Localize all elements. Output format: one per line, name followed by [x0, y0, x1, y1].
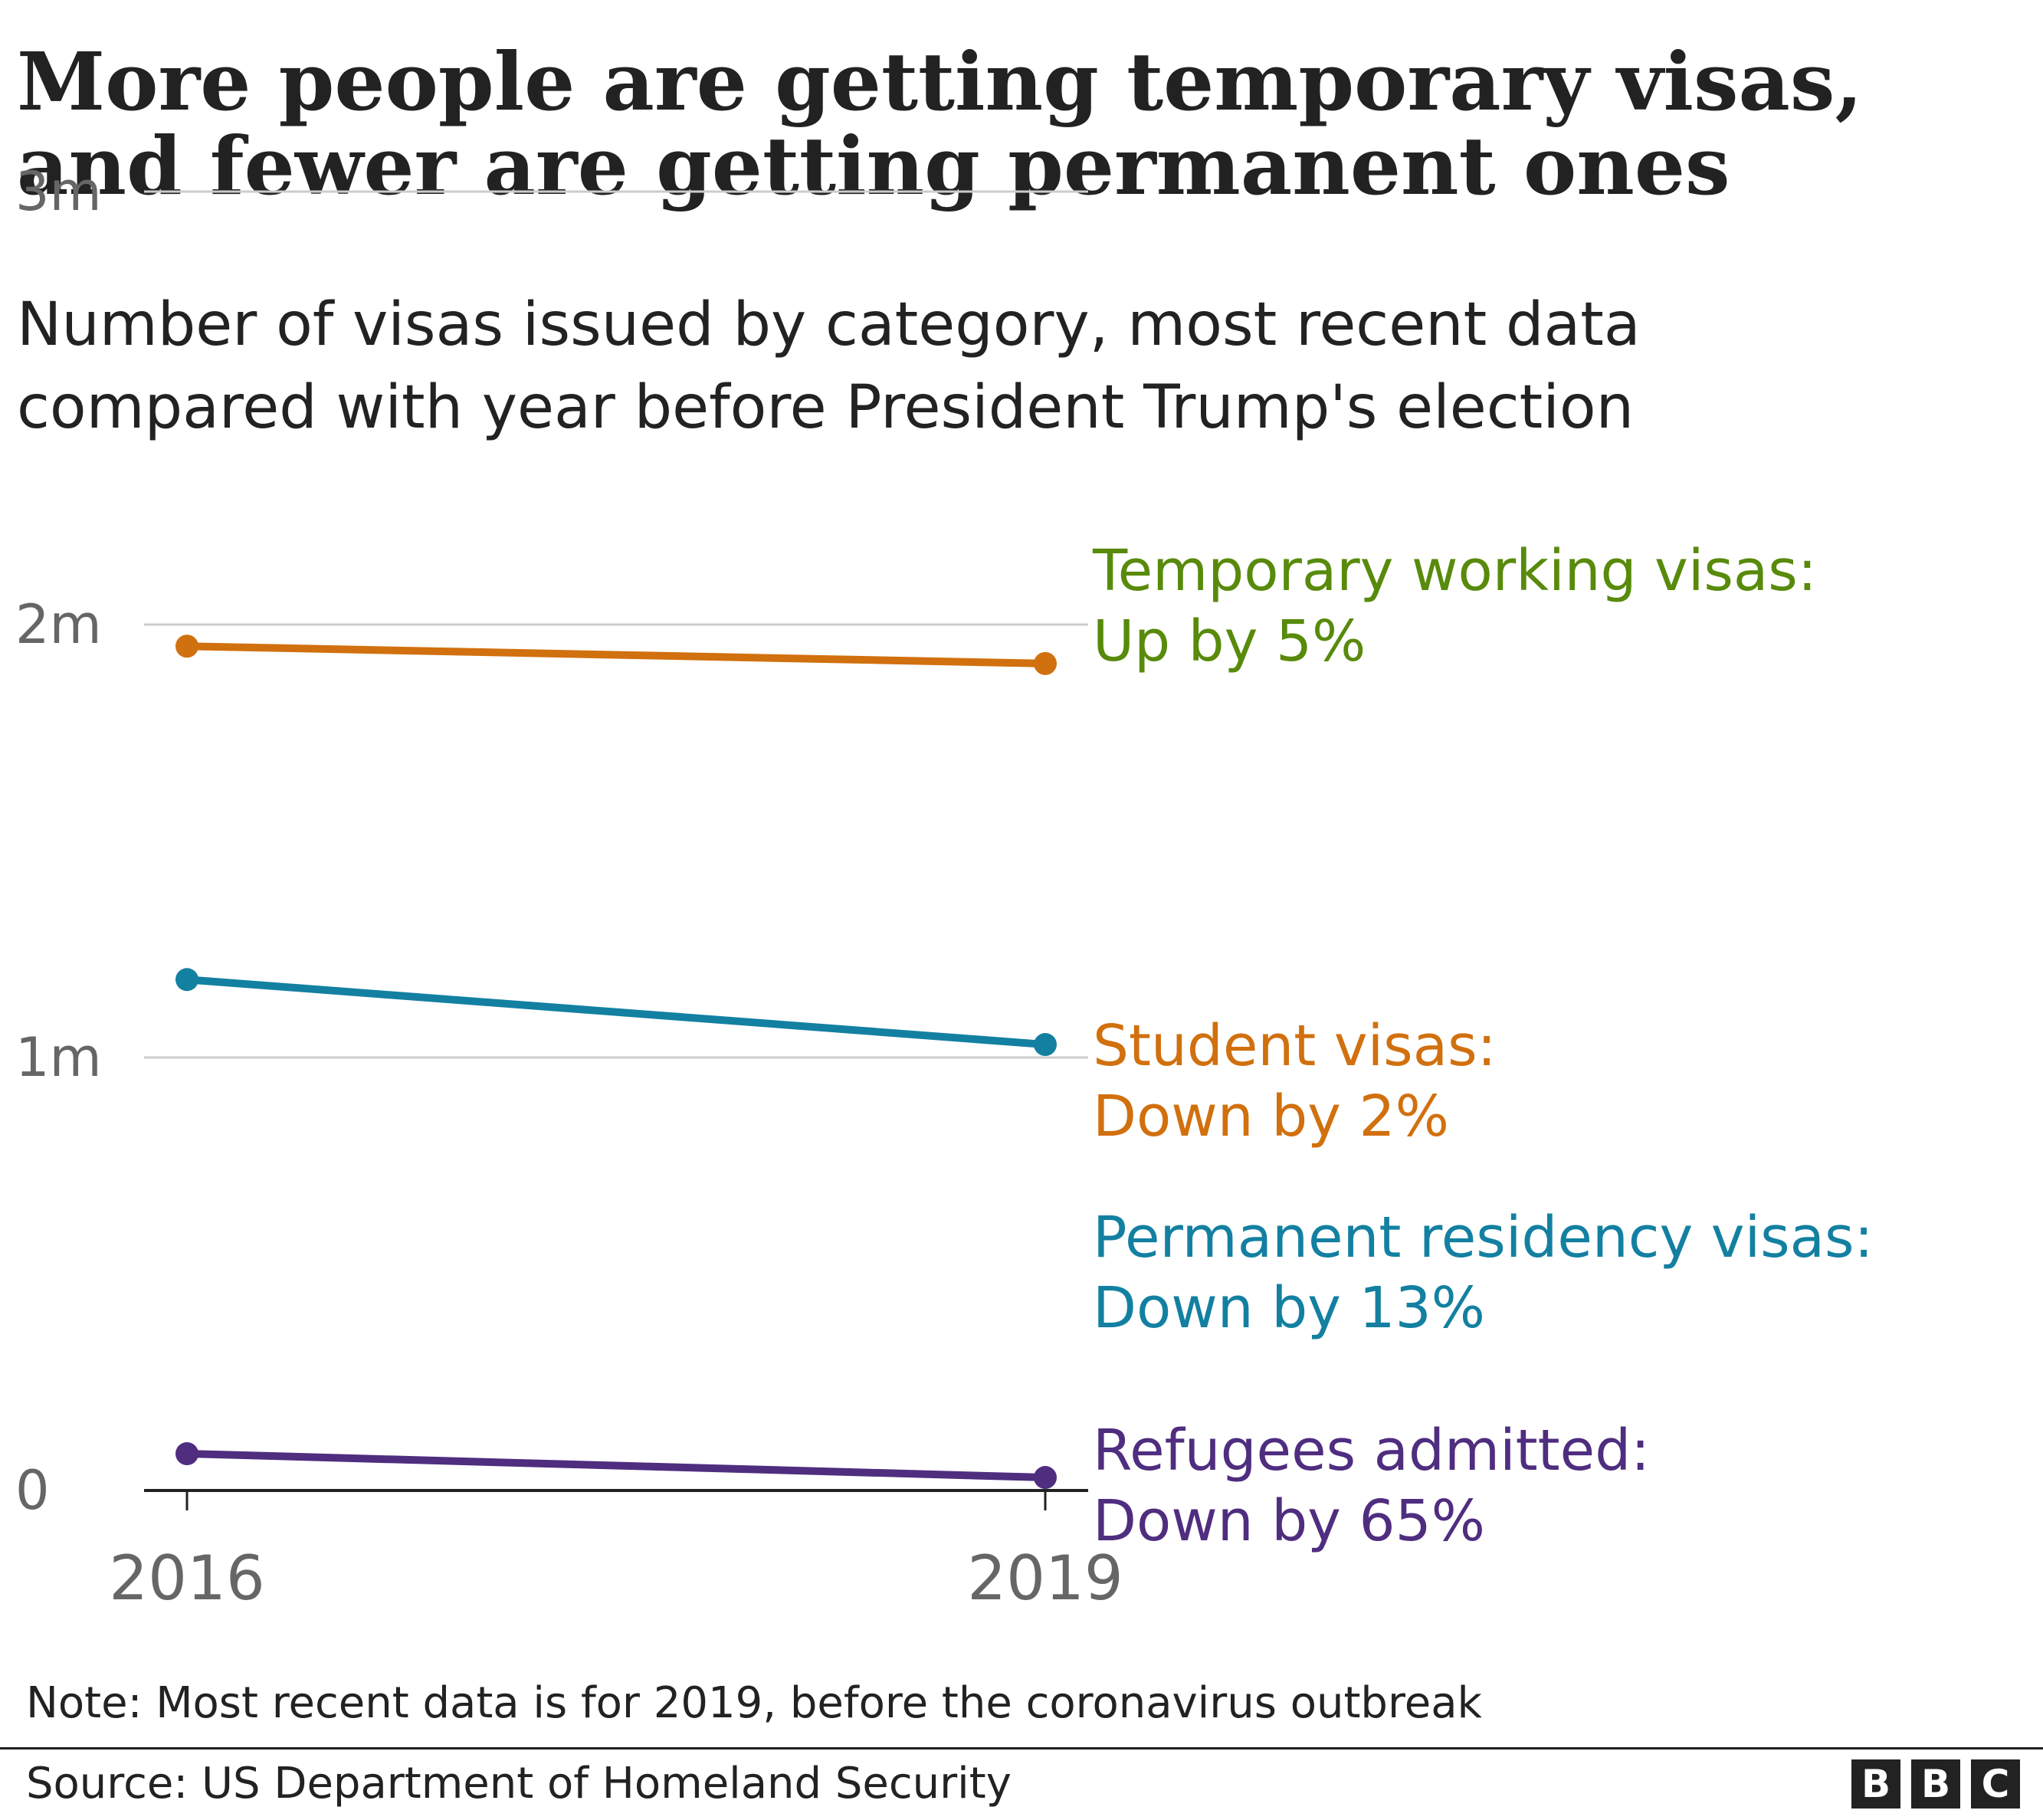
- series-point-refugees: [1034, 1466, 1057, 1490]
- footer-divider: [0, 1747, 2043, 1749]
- y-tick-label: 3m: [15, 160, 102, 223]
- series-label-permanent_residency: Permanent residency visas:: [1093, 1205, 1874, 1271]
- series-point-permanent_residency: [1034, 1033, 1057, 1057]
- y-tick-label: 1m: [15, 1026, 102, 1089]
- series-point-student: [1034, 651, 1057, 675]
- x-tick-label: 2016: [109, 1543, 265, 1614]
- bbc-logo-block: B: [1851, 1759, 1900, 1809]
- chart-source: Source: US Department of Homeland Securi…: [26, 1759, 1012, 1809]
- series-point-permanent_residency: [175, 968, 198, 992]
- bbc-logo-block: B: [1911, 1759, 1960, 1809]
- series-point-student: [175, 635, 198, 658]
- y-tick-label: 0: [15, 1459, 50, 1522]
- x-axis: 2016 2019: [109, 1489, 1123, 1614]
- gridlines: [144, 190, 1088, 1059]
- y-tick-label: 2m: [15, 593, 102, 656]
- series-change-temporary_working: Up by 5%: [1093, 608, 1366, 674]
- series-group: Temporary working visas:Up by 5% Student …: [175, 538, 1874, 1554]
- chart-subtitle: Number of visas issued by category, most…: [17, 290, 1641, 442]
- chart-note: Note: Most recent data is for 2019, befo…: [26, 1678, 1482, 1728]
- bbc-logo-block: C: [1971, 1759, 2020, 1809]
- series-line-permanent_residency: [183, 976, 1049, 1049]
- series-change-refugees: Down by 65%: [1093, 1488, 1485, 1554]
- series-point-refugees: [175, 1441, 198, 1465]
- series-line-refugees: [183, 1449, 1049, 1482]
- series-label-refugees: Refugees admitted:: [1093, 1418, 1650, 1484]
- x-tick-label: 2019: [967, 1543, 1123, 1614]
- series-label-student: Student visas:: [1093, 1013, 1497, 1079]
- series-change-permanent_residency: Down by 13%: [1093, 1275, 1485, 1341]
- chart-title: More people are getting temporary visas,…: [17, 34, 1863, 213]
- y-axis-labels: 01m2m3m4m: [15, 160, 102, 1522]
- series-change-student: Down by 2%: [1093, 1084, 1449, 1149]
- series-label-temporary_working: Temporary working visas:: [1092, 538, 1817, 604]
- bbc-logo: B B C: [1851, 1759, 2020, 1809]
- series-line-student: [183, 642, 1049, 667]
